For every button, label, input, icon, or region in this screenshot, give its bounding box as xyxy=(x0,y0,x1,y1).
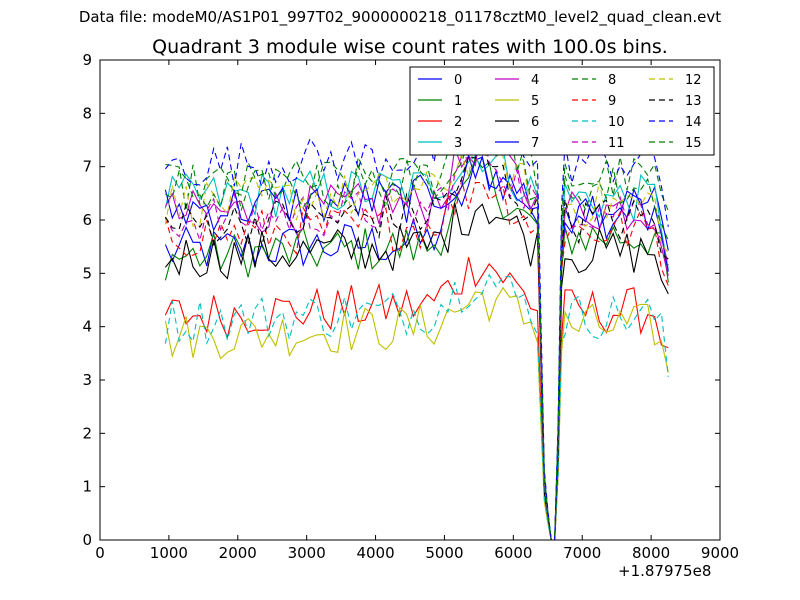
legend-label: 0 xyxy=(454,73,462,88)
series-line-4 xyxy=(164,114,669,540)
series-layer xyxy=(164,87,669,540)
y-tick-label: 2 xyxy=(82,424,92,442)
x-tick-label: 5000 xyxy=(425,544,463,562)
x-tick-label: 3000 xyxy=(288,544,326,562)
series-line-11 xyxy=(164,124,669,540)
y-tick-label: 1 xyxy=(82,478,92,496)
x-tick-label: 8000 xyxy=(632,544,670,562)
series-line-7 xyxy=(164,153,669,540)
y-tick-label: 5 xyxy=(82,264,92,282)
series-line-10 xyxy=(164,273,669,540)
y-tick-label: 7 xyxy=(82,158,92,176)
legend-label: 4 xyxy=(531,73,539,88)
legend-label: 14 xyxy=(685,115,702,130)
series-line-12 xyxy=(164,123,669,540)
legend-label: 9 xyxy=(608,94,616,109)
x-tick-label: 4000 xyxy=(356,544,394,562)
series-line-9 xyxy=(164,179,669,540)
series-line-6 xyxy=(164,202,669,540)
legend-label: 11 xyxy=(608,136,625,151)
legend-label: 8 xyxy=(608,73,616,88)
y-tick-label: 4 xyxy=(82,318,92,336)
legend-label: 15 xyxy=(685,136,702,151)
x-tick-label: 0 xyxy=(95,544,105,562)
x-tick-label: 7000 xyxy=(563,544,601,562)
legend-label: 10 xyxy=(608,115,625,130)
series-line-0 xyxy=(164,156,669,540)
x-tick-label: 2000 xyxy=(219,544,257,562)
series-line-13 xyxy=(164,140,669,540)
data-file-title: Data file: modeM0/AS1P01_997T02_90000002… xyxy=(78,8,722,26)
legend-label: 13 xyxy=(685,94,702,109)
legend-label: 7 xyxy=(531,136,539,151)
legend-label: 12 xyxy=(685,73,702,88)
legend-label: 3 xyxy=(454,136,462,151)
series-line-15 xyxy=(165,112,669,540)
series-line-2 xyxy=(164,257,669,540)
legend-label: 6 xyxy=(531,115,539,130)
y-tick-label: 9 xyxy=(82,51,92,69)
legend-label: 2 xyxy=(454,115,462,130)
x-tick-label: 6000 xyxy=(494,544,532,562)
legend-label: 1 xyxy=(454,94,462,109)
x-tick-label: 9000 xyxy=(701,544,739,562)
series-line-8 xyxy=(165,115,669,540)
plot-title: Quadrant 3 module wise count rates with … xyxy=(152,36,668,58)
legend-box xyxy=(409,66,715,156)
y-tick-label: 6 xyxy=(82,211,92,229)
x-tick-label: 1000 xyxy=(150,544,188,562)
plot-frame xyxy=(99,59,721,541)
y-tick-label: 8 xyxy=(82,104,92,122)
y-tick-label: 0 xyxy=(82,531,92,549)
axis-layer: 0 1000 2000 3000 4000 5000 6000 7000 8000 9000012… xyxy=(82,51,739,562)
series-line-5 xyxy=(164,286,669,540)
legend-label: 5 xyxy=(531,94,539,109)
x-axis-offset-label: +1.87975e8 xyxy=(618,562,712,580)
y-tick-label: 3 xyxy=(82,371,92,389)
